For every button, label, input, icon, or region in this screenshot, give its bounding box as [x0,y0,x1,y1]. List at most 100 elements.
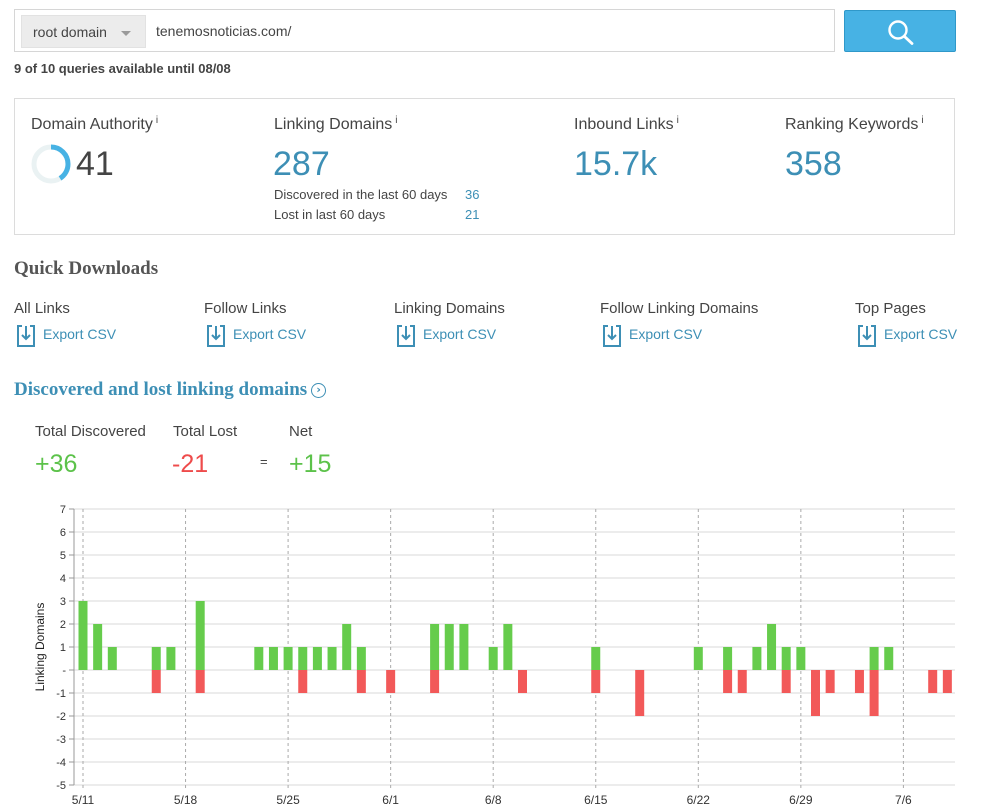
discovered-bar [342,624,352,670]
lost-bar [298,670,308,693]
search-bar: root domain tenemosnoticias.com/ [14,9,835,52]
export-csv-label[interactable]: Export CSV [233,326,307,342]
info-icon[interactable]: i [921,115,924,126]
search-input[interactable]: tenemosnoticias.com/ [156,23,292,39]
info-icon[interactable]: i [155,115,159,126]
download-top-pages: Top Pages Export CSV [855,300,957,347]
lost-bar [781,670,791,693]
lost-bar [928,670,938,693]
x-tick-label: 5/25 [276,793,300,807]
chevron-down-icon [121,31,131,36]
y-tick-label: -3 [56,734,66,746]
download-label: Linking Domains [394,300,505,317]
discovered-bar [503,624,513,670]
export-csv-label[interactable]: Export CSV [43,326,117,342]
x-tick-label: 5/11 [72,793,95,807]
discovered-bar [796,647,806,670]
x-tick-label: 6/8 [485,793,502,807]
lost-bar [869,670,879,716]
lost-bar [356,670,366,693]
export-csv-label[interactable]: Export CSV [629,326,703,342]
discovered-bar [884,647,894,670]
lost-bar [942,670,952,693]
x-tick-label: 5/18 [174,793,198,807]
y-tick-label: 1 [60,642,66,654]
download-follow-links: Follow Links Export CSV [204,300,306,347]
download-label: Follow Links [204,300,287,317]
y-tick-label: 3 [60,596,66,608]
discovered-bar [488,647,498,670]
ranking-keywords-label: Ranking Keywords [785,116,919,133]
domain-authority-value: 41 [76,145,114,183]
y-tick-label: 7 [60,504,66,516]
download-icon [858,325,876,347]
y-tick-label: -4 [56,757,66,769]
linking-domains-chart: 7 6 5 4 3 2 1 - -1 -2 -3 -4 -5 Linking Domains 5/11 5/1… [33,504,955,807]
y-tick-label: 5 [60,550,66,562]
lost-bar [723,670,733,693]
discovered-bar [107,647,117,670]
discovered-bar [283,647,293,670]
search-button[interactable] [844,10,956,52]
linking-domains-title: Linking Domains i [274,115,398,134]
lost-60-value[interactable]: 21 [465,207,480,222]
lost-60-label: Lost in last 60 days [274,207,386,222]
discovered-bar [327,647,337,670]
export-csv-label[interactable]: Export CSV [423,326,497,342]
inbound-links-value: 15.7k [574,145,658,183]
chart-section-title-text[interactable]: Discovered and lost linking domains [14,379,308,400]
x-tick-label: 6/15 [584,793,608,807]
scope-dropdown[interactable]: root domain [21,15,146,48]
download-icon [207,325,225,347]
download-label: All Links [14,300,70,317]
x-tick-label: 6/22 [687,793,711,807]
info-icon[interactable]: i [676,115,679,126]
discovered-bar [254,647,264,670]
download-label: Follow Linking Domains [600,300,759,317]
domain-authority-label: Domain Authority [31,116,153,133]
download-label: Top Pages [855,300,926,317]
linking-domains-label: Linking Domains [274,116,393,133]
discovered-bar [78,601,88,670]
discovered-bar [166,647,176,670]
discovered-60-label: Discovered in the last 60 days [274,187,448,202]
download-icon [603,325,621,347]
search-icon [888,20,914,45]
discovered-bar [312,647,322,670]
discovered-bar [444,624,454,670]
discovered-60-value[interactable]: 36 [465,187,480,202]
ranking-keywords-value: 358 [785,145,842,183]
y-tick-label: 2 [60,619,66,631]
x-tick-label: 7/6 [895,793,912,807]
chart-section-title[interactable]: Discovered and lost linking domains › [14,379,327,401]
y-tick-label: -5 [56,780,66,792]
y-tick-label: -2 [56,711,66,723]
lost-bar [591,670,601,693]
x-tick-label: 6/1 [382,793,399,807]
lost-bar [151,670,161,693]
discovered-bar [693,647,703,670]
discovered-bar [869,647,879,670]
lost-bar [518,670,527,693]
chevron-right-circle-icon[interactable]: › [311,383,327,398]
download-icon [17,325,35,347]
lost-bar [811,670,820,716]
discovered-bar [298,647,308,670]
discovered-bar [430,624,440,670]
info-icon[interactable]: i [395,115,398,126]
y-axis-label: Linking Domains [33,603,47,692]
total-discovered-label: Total Discovered [35,423,146,440]
domain-authority-title: Domain Authority i [31,115,158,134]
discovered-bar [459,624,469,670]
domain-authority-ring-arc [31,144,71,184]
linking-domains-value: 287 [273,145,330,183]
lost-bar [635,670,645,716]
domain-authority-ring [31,144,71,184]
lost-bar [854,670,864,693]
export-csv-label[interactable]: Export CSV [884,326,958,342]
download-linking-domains: Linking Domains Export CSV [394,300,505,347]
y-tick-label: 6 [60,527,66,539]
discovered-bar [591,647,601,670]
download-follow-linking-domains: Follow Linking Domains Export CSV [600,300,759,347]
y-tick-label: -1 [56,688,66,700]
